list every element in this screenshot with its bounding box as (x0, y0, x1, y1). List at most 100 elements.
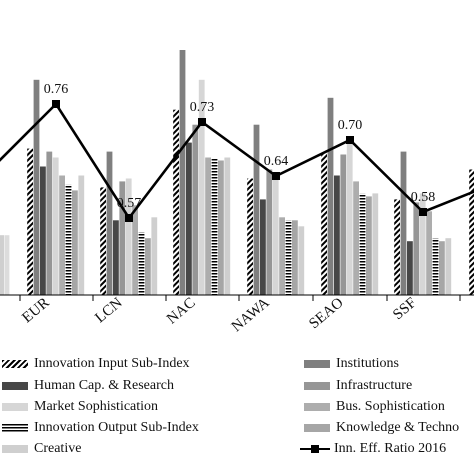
legend-swatch (2, 402, 28, 411)
bar-infrastructure-nawa (266, 169, 273, 295)
bar-innovation-output-sub-index-ssf (432, 238, 439, 295)
bar-infrastructure-lcn (119, 181, 126, 295)
legend-label: Creative (34, 440, 82, 456)
bar-human-cap-research-seao (334, 175, 340, 295)
bar-bus-sophistication-nawa (279, 217, 285, 295)
legend-label: Human Cap. & Research (34, 377, 174, 393)
legend-item-innovation-output: Innovation Output Sub-Index (2, 419, 199, 436)
legend-label: Infrastructure (336, 377, 413, 393)
bar-human-cap-research-nac (186, 142, 192, 295)
bar-bus-sophistication-lcn (132, 205, 138, 295)
x-tick-label-ssf: SSF (390, 295, 419, 323)
legend-item-human-capital: Human Cap. & Research (2, 377, 174, 394)
chart-plot: EUR LCN NAC NAWA SEAO SSF 0.76 0.57 0.73 0.64 0.70… (0, 50, 474, 336)
bar-creative-lcn (151, 217, 158, 295)
legend-swatch (2, 359, 28, 368)
bar-market-sophistication-nac (198, 79, 205, 295)
legend-item-market-sophistication: Market Sophistication (2, 398, 158, 415)
bar-innovation-output-sub-index-lcn (138, 232, 145, 295)
bar-innovation-output-sub-index-nac (211, 157, 218, 295)
legend-item-bus-sophistication: Bus. Sophistication (304, 398, 445, 415)
bar-human-cap-research-eur (40, 166, 46, 295)
bar-innovation-input-sub-index-seao (321, 151, 327, 295)
bar-knowledge-technology-outputs-nawa (292, 220, 298, 295)
bar-human-cap-research-nawa (260, 199, 266, 295)
legend-swatch (304, 402, 330, 411)
x-tick-label-nac: NAC (164, 295, 199, 328)
legend-swatch (304, 423, 330, 432)
bar-market-sophistication-nawa (272, 172, 279, 295)
bar-bus-sophistication-nac (205, 157, 211, 295)
data-label-ssf: 0.58 (411, 190, 436, 205)
bar-innovation-input-sub-index-nac (173, 109, 179, 295)
legend-swatch (2, 444, 28, 453)
line-marker-nac (198, 118, 206, 126)
bar-creative-nawa (298, 226, 305, 295)
bar-innovation-output-sub-index-nawa (285, 220, 292, 295)
bar-knowledge-technology-outputs-seao (366, 196, 372, 295)
legend: Innovation Input Sub-Index Institutions … (0, 355, 474, 474)
legend-item-creative: Creative (2, 440, 81, 457)
line-marker-seao (346, 136, 354, 144)
legend-label: Innovation Input Sub-Index (34, 355, 190, 371)
legend-item-infrastructure: Infrastructure (304, 377, 412, 394)
legend-label: Institutions (336, 355, 400, 371)
bar-creative-nac (224, 157, 231, 295)
bar-innovation-input-sub-index-eur (27, 148, 33, 295)
bar-innovation-input-sub-index-lcn (100, 187, 106, 295)
legend-swatch (304, 381, 330, 390)
bar-innovation-input-sub-index-group-7 (469, 169, 474, 295)
bar-human-cap-research-ssf (407, 241, 413, 295)
bar-market-sophistication-eur (52, 157, 59, 295)
bar-market-sophistication-seao (346, 142, 353, 295)
legend-swatch (2, 423, 28, 432)
bar-creative-seao (372, 193, 379, 295)
legend-swatch (2, 381, 28, 390)
line-marker-nawa (272, 172, 280, 180)
bar-bus-sophistication-ssf (426, 211, 432, 295)
line-marker-ssf (419, 208, 427, 216)
bar-bus-sophistication-seao (353, 181, 359, 295)
data-label-nawa: 0.64 (264, 154, 289, 169)
data-label-nac: 0.73 (190, 100, 215, 115)
bar-human-cap-research-lcn (113, 220, 119, 295)
data-label-eur: 0.76 (44, 82, 69, 97)
legend-line-marker (300, 444, 330, 454)
legend-label: Bus. Sophistication (336, 398, 445, 414)
bar-institutions-seao (327, 97, 334, 295)
bar-creative-eur (78, 175, 85, 295)
bar-infrastructure-seao (340, 154, 347, 295)
bar-innovation-input-sub-index-ssf (394, 199, 400, 295)
legend-item-inn-eff-ratio: Inn. Eff. Ratio 2016 (300, 440, 446, 457)
bar-institutions-nawa (253, 124, 260, 295)
series-line-inn-eff-ratio (0, 101, 474, 221)
x-tick-label-eur: EUR (19, 295, 52, 327)
bar-innovation-output-sub-index-eur (65, 184, 72, 295)
bar-institutions-eur (33, 79, 40, 295)
legend-label: Market Sophistication (34, 398, 159, 414)
bar-market-sophistication-lcn (125, 178, 132, 295)
bar-knowledge-technology-outputs-nac (218, 160, 224, 295)
bar-innovation-output-sub-index-seao (359, 193, 366, 295)
bar-innovation-input-sub-index-nawa (247, 178, 253, 295)
x-tick-label-nawa: NAWA (229, 295, 273, 336)
legend-label: Innovation Output Sub-Index (34, 419, 199, 435)
bar-creative-ssf (445, 238, 452, 295)
x-tick-label-seao: SEAO (306, 295, 346, 333)
bar-market-sophistication-ssf (419, 193, 426, 295)
bar-infrastructure-ssf (413, 202, 420, 295)
bar-institutions-ssf (400, 151, 407, 295)
bar-infrastructure-nac (192, 124, 199, 295)
line-marker-eur (52, 100, 60, 108)
data-label-lcn: 0.57 (117, 196, 142, 211)
bar-bus-sophistication-eur (59, 175, 65, 295)
bar-institutions-nac (179, 50, 186, 295)
legend-item-knowledge-technology: Knowledge & Techno (304, 419, 474, 436)
bar-institutions-lcn (106, 151, 113, 295)
bar-left-edge-0 (0, 235, 5, 295)
bar-infrastructure-eur (46, 151, 53, 295)
x-tick-label-lcn: LCN (92, 295, 125, 327)
bar-knowledge-technology-outputs-lcn (145, 238, 151, 295)
legend-item-institutions: Institutions (304, 355, 399, 372)
legend-label: Inn. Eff. Ratio 2016 (334, 440, 447, 456)
